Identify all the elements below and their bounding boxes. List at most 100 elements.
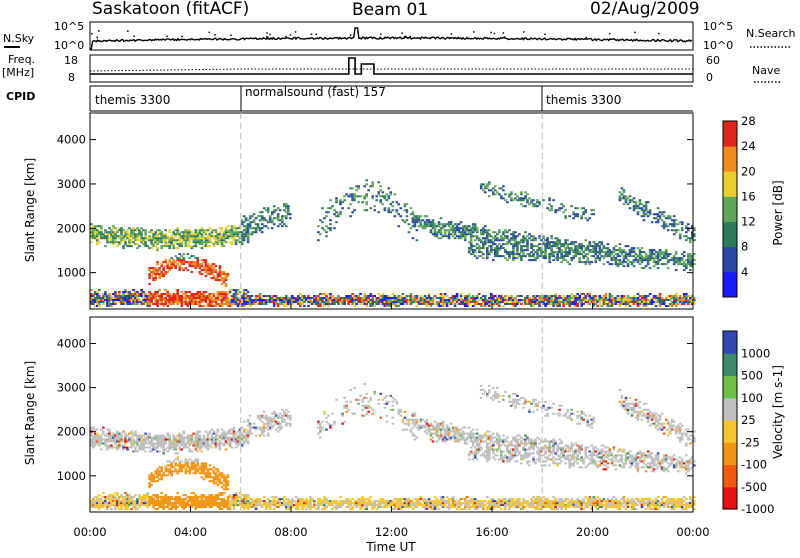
heatmap-cell <box>625 199 628 201</box>
heatmap-cell <box>488 233 491 235</box>
heatmap-cell <box>233 225 236 227</box>
heatmap-cell <box>486 247 489 249</box>
heatmap-cell <box>623 265 626 267</box>
heatmap-cell <box>494 243 497 245</box>
heatmap-cell <box>233 506 236 508</box>
heatmap-cell <box>96 239 99 241</box>
heatmap-cell <box>337 303 340 305</box>
heatmap-cell <box>241 241 244 243</box>
heatmap-cell <box>627 203 630 205</box>
heatmap-cell <box>120 231 123 233</box>
heatmap-cell <box>560 261 563 263</box>
heatmap-cell <box>560 203 563 205</box>
heatmap-cell <box>595 295 598 297</box>
heatmap-cell <box>229 445 232 447</box>
heatmap-cell <box>221 243 224 245</box>
heatmap-cell <box>377 293 380 295</box>
heatmap-cell <box>211 241 214 243</box>
heatmap-cell <box>205 231 208 233</box>
heatmap-cell <box>193 492 196 494</box>
heatmap-cell <box>92 295 95 297</box>
heatmap-cell <box>239 301 242 303</box>
heatmap-cell <box>390 203 393 205</box>
heatmap-cell <box>552 259 555 261</box>
heatmap-cell <box>635 253 638 255</box>
heatmap-cell <box>390 193 393 195</box>
heatmap-cell <box>482 227 485 229</box>
heatmap-cell <box>195 299 198 301</box>
heatmap-cell <box>209 431 212 433</box>
heatmap-cell <box>146 506 149 508</box>
heatmap-cell <box>363 185 366 187</box>
heatmap-cell <box>261 223 264 225</box>
heatmap-cell <box>148 277 151 279</box>
heatmap-cell <box>542 199 545 201</box>
heatmap-cell <box>185 445 188 447</box>
heatmap-cell <box>570 259 573 261</box>
heatmap-cell <box>476 243 479 245</box>
heatmap-cell <box>623 295 626 297</box>
heatmap-cell <box>494 235 497 237</box>
heatmap-cell <box>138 299 141 301</box>
heatmap-cell <box>454 303 457 305</box>
heatmap-cell <box>607 303 610 305</box>
heatmap-cell <box>534 259 537 261</box>
heatmap-cell <box>365 193 368 195</box>
heatmap-cell <box>633 249 636 251</box>
heatmap-cell <box>333 213 336 215</box>
heatmap-cell <box>347 303 350 305</box>
heatmap-cell <box>130 431 133 433</box>
heatmap-cell <box>595 259 598 261</box>
heatmap-cell <box>550 207 553 209</box>
heatmap-cell <box>281 217 284 219</box>
heatmap-cell <box>526 295 529 297</box>
heatmap-cell <box>176 289 179 291</box>
heatmap-cell <box>158 269 161 271</box>
nsearch-dot <box>209 32 211 33</box>
heatmap-cell <box>181 460 184 462</box>
heatmap-cell <box>337 215 340 217</box>
heatmap-cell <box>556 255 559 257</box>
heatmap-cell <box>627 265 630 267</box>
heatmap-cell <box>118 447 121 449</box>
heatmap-cell <box>247 443 250 445</box>
heatmap-cell <box>353 197 356 199</box>
heatmap-cell <box>327 211 330 213</box>
heatmap-cell <box>211 297 214 299</box>
heatmap-cell <box>687 303 690 305</box>
heatmap-cell <box>114 496 117 498</box>
heatmap-cell <box>528 237 531 239</box>
heatmap-cell <box>474 245 477 247</box>
heatmap-cell <box>617 295 620 297</box>
heatmap-cell <box>681 257 684 259</box>
heatmap-cell <box>476 295 479 297</box>
heatmap-cell <box>504 193 507 195</box>
heatmap-cell <box>410 295 413 297</box>
heatmap-cell <box>291 295 294 297</box>
heatmap-cell <box>112 225 115 227</box>
heatmap-cell <box>150 241 153 243</box>
heatmap-cell <box>247 239 250 241</box>
heatmap-cell <box>633 295 636 297</box>
heatmap-cell <box>689 241 692 243</box>
heatmap-cell <box>100 498 103 500</box>
heatmap-cell <box>287 211 290 213</box>
heatmap-cell <box>625 261 628 263</box>
heatmap-cell <box>241 445 244 447</box>
nsearch-dot <box>166 36 168 38</box>
heatmap-cell <box>687 229 690 231</box>
heatmap-cell <box>564 249 567 251</box>
heatmap-cell <box>484 305 487 307</box>
heatmap-cell <box>138 229 141 231</box>
heatmap-cell <box>335 197 338 199</box>
heatmap-cell <box>166 291 169 293</box>
heatmap-cell <box>367 297 370 299</box>
heatmap-cell <box>183 253 186 255</box>
heatmap-cell <box>649 259 652 261</box>
heatmap-cell <box>146 439 149 441</box>
heatmap-cell <box>562 205 565 207</box>
heatmap-cell <box>132 496 135 498</box>
heatmap-cell <box>637 247 640 249</box>
heatmap-cell <box>251 498 254 500</box>
heatmap-cell <box>641 203 644 205</box>
